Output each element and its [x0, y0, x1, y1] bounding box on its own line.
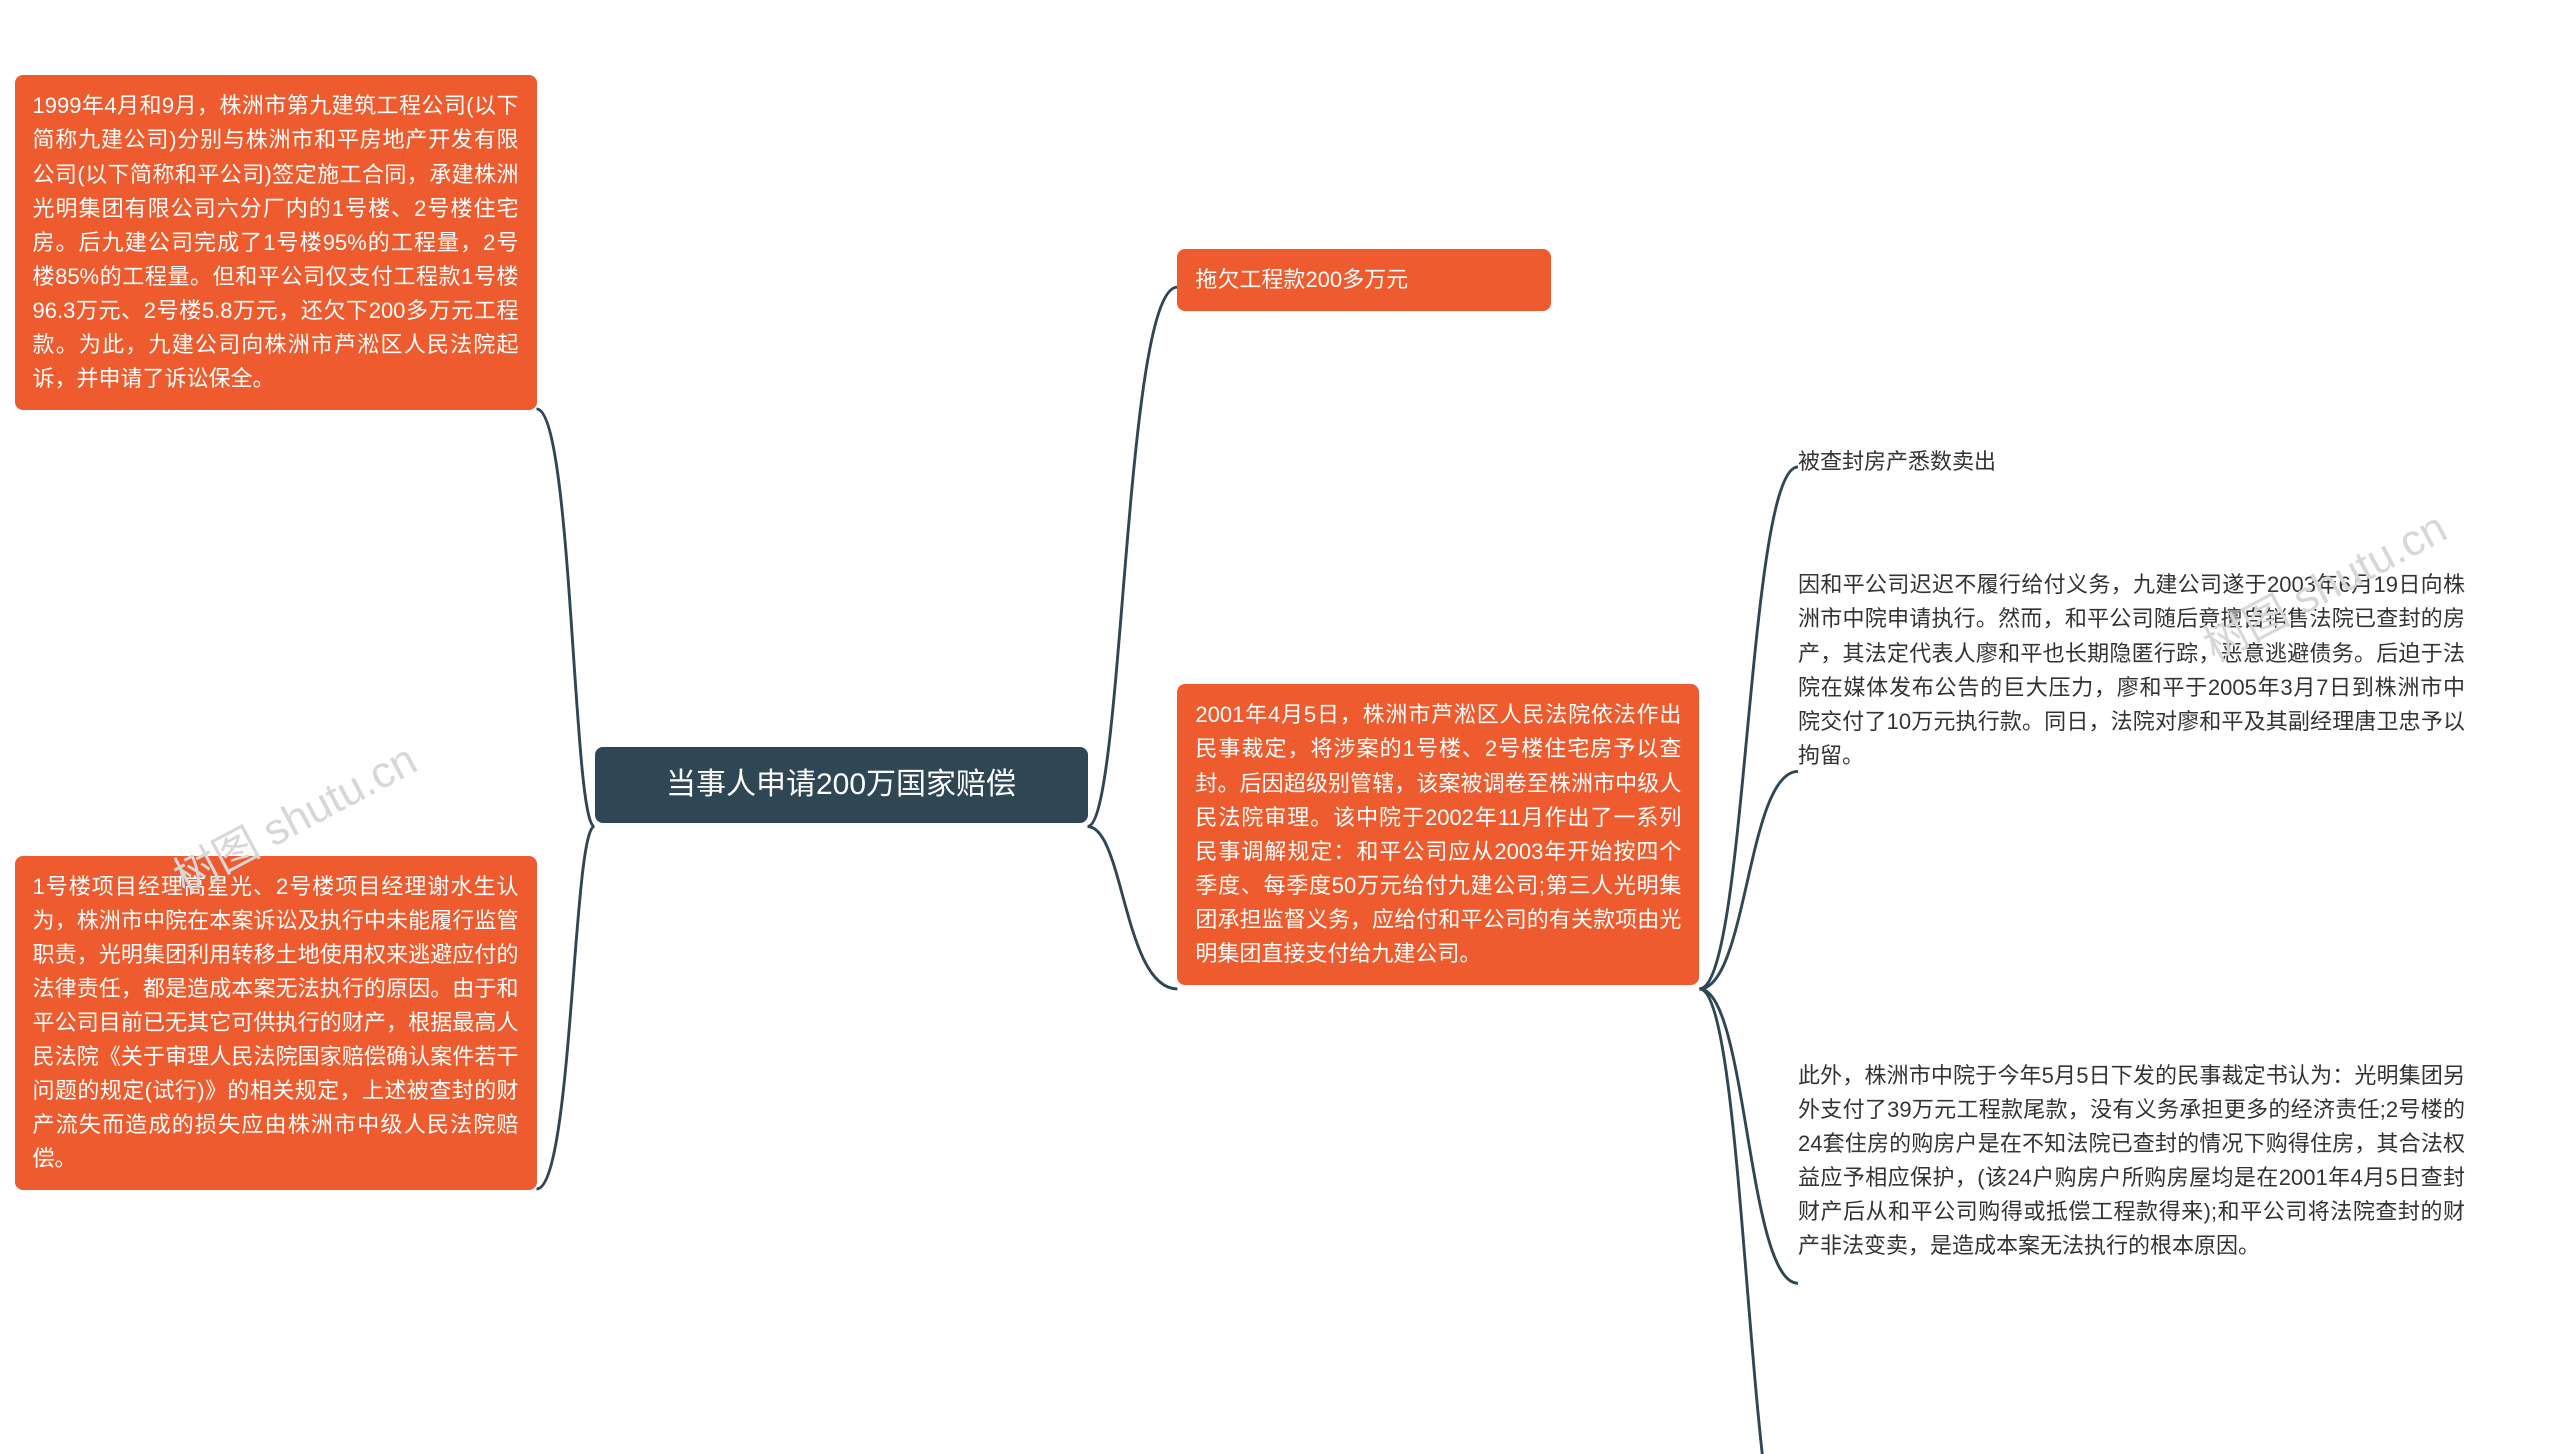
left-top-node: 1999年4月和9月，株洲市第九建筑工程公司(以下简称九建公司)分别与株洲市和平…	[15, 75, 537, 410]
right-top-text: 拖欠工程款200多万元	[1195, 267, 1408, 292]
leaf-node-3: 此外，株洲市中院于今年5月5日下发的民事裁定书认为：光明集团另外支付了39万元工…	[1798, 1059, 2465, 1264]
right-top-node: 拖欠工程款200多万元	[1177, 249, 1551, 311]
leaf-2-text: 因和平公司迟迟不履行给付义务，九建公司遂于2003年6月19日向株洲市中院申请执…	[1798, 572, 2465, 767]
center-node: 当事人申请200万国家赔偿	[595, 747, 1088, 823]
right-bottom-node: 2001年4月5日，株洲市芦淞区人民法院依法作出民事裁定，将涉案的1号楼、2号楼…	[1177, 684, 1699, 985]
left-top-text: 1999年4月和9月，株洲市第九建筑工程公司(以下简称九建公司)分别与株洲市和平…	[33, 93, 519, 391]
center-text: 当事人申请200万国家赔偿	[666, 768, 1016, 801]
leaf-1-text: 被查封房产悉数卖出	[1798, 449, 1996, 474]
left-bottom-text: 1号楼项目经理高星光、2号楼项目经理谢水生认为，株洲市中院在本案诉讼及执行中未能…	[33, 874, 519, 1172]
leaf-node-2: 因和平公司迟迟不履行给付义务，九建公司遂于2003年6月19日向株洲市中院申请执…	[1798, 568, 2465, 773]
left-bottom-node: 1号楼项目经理高星光、2号楼项目经理谢水生认为，株洲市中院在本案诉讼及执行中未能…	[15, 856, 537, 1191]
right-bottom-text: 2001年4月5日，株洲市芦淞区人民法院依法作出民事裁定，将涉案的1号楼、2号楼…	[1195, 702, 1681, 966]
leaf-3-text: 此外，株洲市中院于今年5月5日下发的民事裁定书认为：光明集团另外支付了39万元工…	[1798, 1063, 2465, 1258]
leaf-node-1: 被查封房产悉数卖出	[1798, 445, 2465, 479]
